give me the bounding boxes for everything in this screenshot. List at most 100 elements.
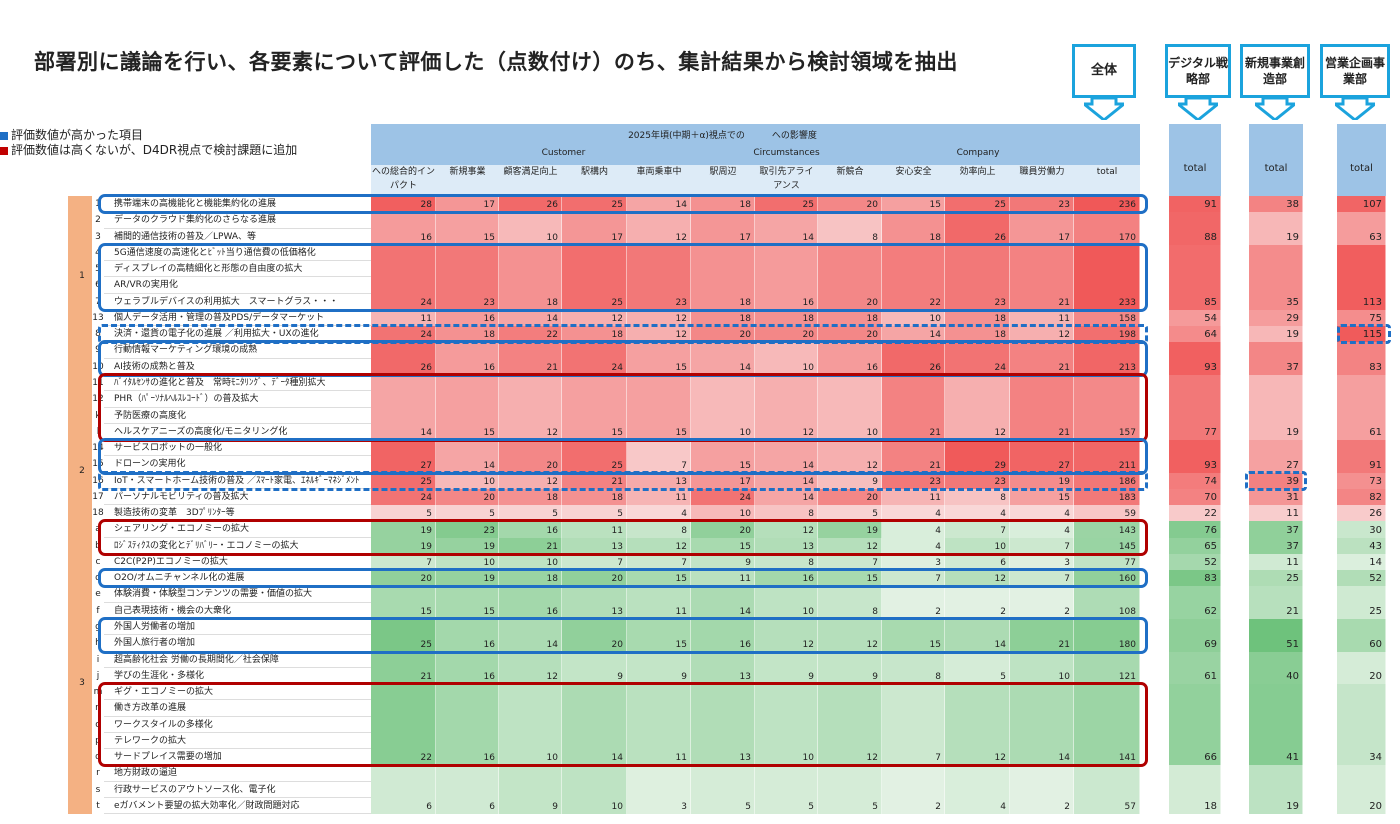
table-cell: 12	[627, 326, 691, 343]
table-cell: 8	[882, 651, 945, 685]
table-cell: 16	[818, 342, 882, 375]
newbiz-total-cell: 29	[1249, 309, 1303, 327]
table-cell: 11	[627, 488, 691, 506]
newbiz-total-cell: 35	[1249, 244, 1303, 310]
table-cell: 18	[436, 326, 499, 343]
row-id: e	[95, 589, 101, 600]
digital-total-cell: 66	[1169, 684, 1221, 766]
table-cell: 21	[1010, 619, 1074, 652]
row-label: 働き方改革の進展	[104, 700, 371, 717]
column-header: 効率向上	[945, 165, 1010, 195]
table-cell: 9	[691, 553, 755, 571]
table-cell: 15	[818, 570, 882, 587]
table-cell: 25	[755, 196, 818, 213]
table-cell: 12	[945, 570, 1010, 587]
table-cell: 12	[818, 440, 882, 473]
table-cell: 11	[562, 521, 627, 538]
table-cell: 23	[882, 472, 945, 489]
red-square-icon	[0, 146, 8, 155]
row-id: 15	[92, 459, 104, 470]
table-cell: 10	[499, 212, 562, 245]
row-label: 決済・還貨の電子化の進展 ／利用拡大・UXの進化	[104, 326, 371, 343]
row-id: 7	[95, 296, 101, 307]
table-cell: 18	[499, 570, 562, 587]
table-cell: 10	[882, 309, 945, 327]
table-cell: 57	[1074, 765, 1140, 815]
table-cell: 5	[818, 505, 882, 522]
table-cell: 24	[562, 342, 627, 375]
sales-total-cell: 25	[1337, 586, 1386, 619]
newbiz-total-cell: 31	[1249, 488, 1303, 506]
table-cell: 12	[627, 537, 691, 554]
table-cell: 18	[945, 326, 1010, 343]
table-cell: 16	[371, 212, 436, 245]
table-cell: 20	[436, 488, 499, 506]
row-id: l	[96, 426, 100, 437]
table-cell: 15	[627, 619, 691, 652]
table-cell: 14	[1010, 684, 1074, 766]
table-cell: 19	[818, 521, 882, 538]
table-cell: 12	[818, 537, 882, 554]
row-label: ヘルスケアニーズの高度化/モニタリング化	[104, 423, 371, 441]
table-cell: 2	[882, 586, 945, 619]
table-cell: 2	[882, 765, 945, 815]
sales-total-cell: 73	[1337, 472, 1386, 489]
table-cell: 22	[499, 326, 562, 343]
table-cell: 25	[562, 440, 627, 473]
table-cell: 10	[499, 684, 562, 766]
row-label: ディスプレイの高精細化と形態の自由度の拡大	[104, 261, 371, 278]
table-cell: 12	[499, 374, 562, 441]
newbiz-total-cell: 11	[1249, 505, 1303, 522]
row-label: PHR（ﾊﾟｰｿﾅﾙﾍﾙｽﾚｺｰﾄﾞ）の普及拡大	[104, 391, 371, 408]
table-cell: 23	[627, 244, 691, 310]
table-cell: 12	[627, 309, 691, 327]
table-cell: 121	[1074, 651, 1140, 685]
table-cell: 24	[691, 488, 755, 506]
table-cell: 4	[1010, 505, 1074, 522]
row-id: t	[96, 800, 100, 811]
sales-total-cell: 91	[1337, 440, 1386, 473]
table-cell: 5	[755, 765, 818, 815]
table-cell: 4	[882, 505, 945, 522]
section-number: 3	[79, 677, 85, 688]
table-cell: 7	[627, 440, 691, 473]
legend: 評価数値が高かった項目 評価数値は高くないが、D4DR視点で検討課題に追加	[0, 128, 297, 158]
table-cell: 4	[945, 765, 1010, 815]
table-cell: 236	[1074, 196, 1140, 213]
table-cell: 24	[371, 326, 436, 343]
table-cell: 3	[627, 765, 691, 815]
table-cell: 145	[1074, 537, 1140, 554]
newbiz-total-cell: 40	[1249, 651, 1303, 685]
newbiz-total-cell: 19	[1249, 212, 1303, 245]
table-cell: 5	[945, 651, 1010, 685]
table-cell: 21	[1010, 342, 1074, 375]
digital-total-cell: 85	[1169, 244, 1221, 310]
table-cell: 14	[882, 326, 945, 343]
table-cell: 14	[755, 440, 818, 473]
table-cell: 15	[691, 440, 755, 473]
row-label: サードプレイス需要の増加	[104, 749, 371, 766]
table-cell: 9	[818, 651, 882, 685]
sales-total-cell: 30	[1337, 521, 1386, 538]
column-header: 職員労働力	[1010, 165, 1074, 195]
table-cell: 10	[755, 342, 818, 375]
table-cell: 4	[882, 521, 945, 538]
legend-item-high: 評価数値が高かった項目	[0, 128, 297, 143]
table-cell: 20	[691, 326, 755, 343]
row-label: テレワークの拡大	[104, 732, 371, 750]
newbiz-total-cell: 38	[1249, 196, 1303, 213]
table-cell: 15	[562, 374, 627, 441]
table-cell: 27	[371, 440, 436, 473]
row-label: 超高齢化社会 労働の長期間化／社会保障	[104, 651, 371, 668]
row-id: b	[95, 540, 101, 551]
row-label: 地方財政の逼迫	[104, 765, 371, 782]
table-cell: 7	[818, 553, 882, 571]
row-id: j	[96, 670, 100, 681]
table-cell: 18	[945, 309, 1010, 327]
row-id: n	[95, 703, 101, 714]
table-cell: 211	[1074, 440, 1140, 473]
table-cell: 108	[1074, 586, 1140, 619]
row-id: m	[93, 687, 103, 698]
table-cell: 10	[755, 586, 818, 619]
table-cell: 9	[755, 651, 818, 685]
